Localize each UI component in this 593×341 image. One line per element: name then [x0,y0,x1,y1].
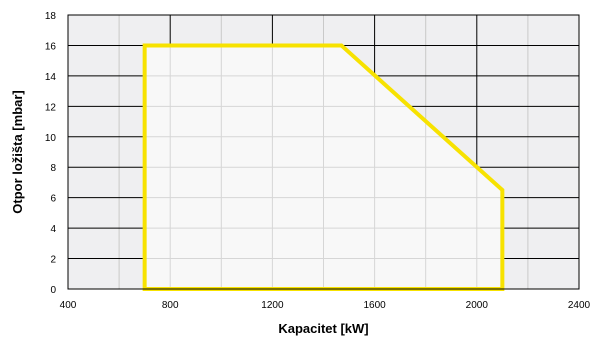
x-tick-label: 2400 [568,300,591,311]
x-tick-label: 1600 [363,300,386,311]
plot-frame [67,14,580,290]
y-tick-label: 0 [50,285,56,296]
x-tick-label: 800 [162,300,179,311]
y-tick-label: 4 [50,224,56,235]
x-tick-label: 1200 [261,300,284,311]
y-tick-label: 10 [45,133,57,144]
x-axis-label: Kapacitet [kW] [278,321,368,336]
y-axis-label: Otpor ložišta [mbar] [10,90,25,214]
y-tick-label: 8 [50,163,56,174]
x-axis-ticks: 400 800 1200 1600 2000 2400 [60,300,591,311]
y-tick-label: 16 [45,41,57,52]
x-tick-label: 400 [60,300,77,311]
y-tick-label: 14 [45,72,57,83]
x-tick-label: 2000 [466,300,489,311]
y-tick-label: 18 [45,11,57,22]
y-tick-label: 2 [50,255,56,266]
y-tick-label: 6 [50,194,56,205]
y-tick-label: 12 [45,102,57,113]
y-axis-ticks: 0 2 4 6 8 10 12 14 16 18 [45,11,57,296]
